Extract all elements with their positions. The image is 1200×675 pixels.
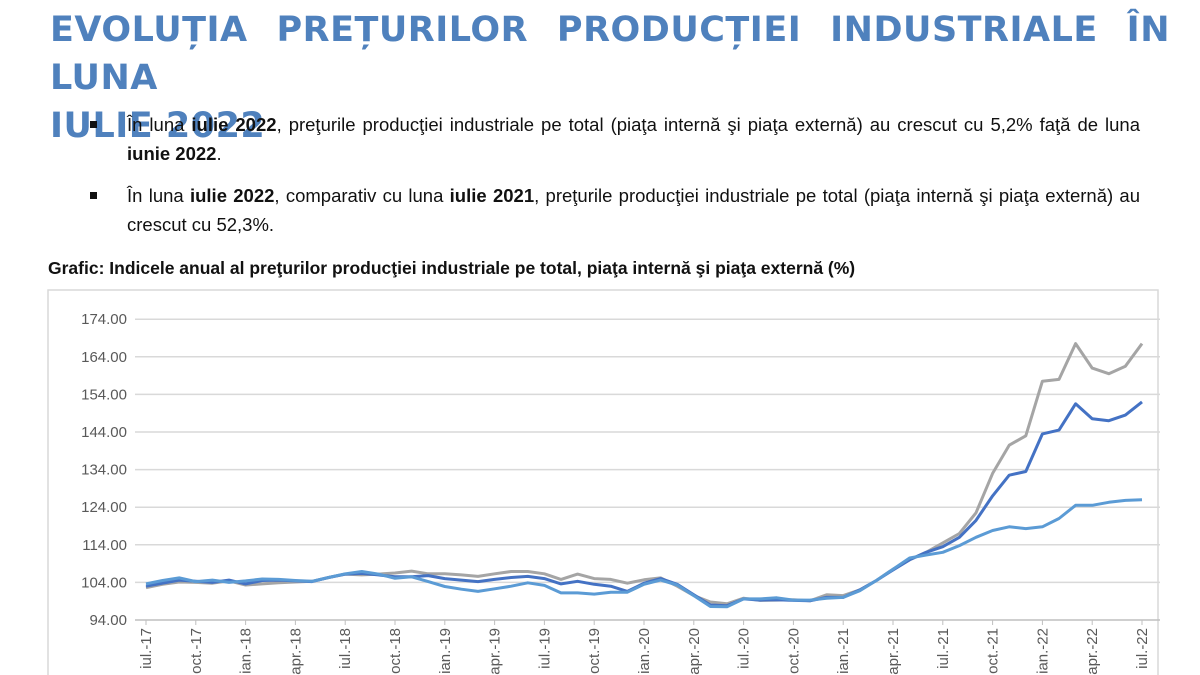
x-tick-label: iul.-17 (138, 628, 155, 669)
bullet-square-icon (90, 192, 97, 199)
x-tick-label: ian.-20 (636, 628, 653, 674)
chart-title: Grafic: Indicele anual al preţurilor pro… (48, 258, 856, 278)
bullet-text: În luna (127, 114, 192, 135)
x-tick-label: ian.-22 (1034, 628, 1051, 674)
series-line (145, 498, 1143, 609)
x-tick-label: oct.-21 (985, 628, 1002, 674)
title-line-2: IULIE 2022 (50, 106, 266, 146)
y-tick-label: 164.00 (81, 349, 127, 366)
bullet-list: În luna iulie 2022, preţurile producţiei… (88, 110, 1140, 252)
bullet-item: În luna iulie 2022, preţurile producţiei… (88, 110, 1140, 168)
bullet-text: , preţurile producţiei industriale pe to… (276, 114, 1141, 135)
bullet-text-bold: iulie 2022 (191, 114, 277, 135)
x-tick-label: ian.-18 (238, 628, 255, 674)
bullet-text-bold: iunie 2022 (127, 143, 217, 164)
x-tick-label: ian.-21 (835, 628, 852, 674)
x-tick-label: apr.-21 (885, 628, 902, 675)
x-tick-label: iul.-19 (536, 628, 553, 669)
y-tick-label: 114.00 (82, 537, 127, 554)
bullet-item: În luna iulie 2022, comparativ cu luna i… (88, 181, 1140, 239)
page-title: EVOLUȚIA PREȚURILOR PRODUCȚIEI INDUSTRIA… (50, 6, 1170, 150)
y-tick-label: 174.00 (81, 311, 127, 328)
bullet-square-icon (90, 121, 97, 128)
chart-frame (47, 289, 1159, 675)
series-line (145, 342, 1144, 606)
x-tick-label: apr.-22 (1084, 628, 1101, 675)
bullet-text-bold: iulie 2021 (449, 185, 535, 206)
y-tick-label: 104.00 (81, 574, 127, 591)
x-tick-label: iul.-20 (736, 628, 753, 669)
x-tick-label: oct.-18 (387, 628, 404, 674)
x-tick-label: apr.-18 (287, 628, 304, 675)
x-tick-label: iul.-18 (337, 628, 354, 669)
x-tick-label: oct.-19 (586, 628, 603, 674)
y-tick-label: 134.00 (81, 462, 127, 479)
bullet-text: În luna (127, 185, 190, 206)
y-tick-label: 124.00 (81, 499, 127, 516)
x-tick-label: iul.-22 (1134, 628, 1151, 669)
x-tick-label: oct.-20 (785, 628, 802, 674)
title-line-1: EVOLUȚIA PREȚURILOR PRODUCȚIEI INDUSTRIA… (50, 10, 1170, 98)
x-tick-label: ian.-19 (437, 628, 454, 674)
bullet-text: . (216, 143, 222, 164)
bullet-text: , comparativ cu luna (274, 185, 450, 206)
bullet-text: , preţurile producţiei industriale pe to… (127, 185, 1140, 235)
x-tick-label: apr.-19 (487, 628, 504, 675)
x-tick-label: apr.-20 (686, 628, 703, 675)
x-tick-label: oct.-17 (188, 628, 205, 674)
y-tick-label: 154.00 (81, 386, 127, 403)
bullet-text-bold: iulie 2022 (189, 185, 275, 206)
x-tick-label: iul.-21 (935, 628, 952, 669)
y-tick-label: 144.00 (81, 424, 127, 441)
y-tick-label: 94.00 (89, 612, 127, 629)
